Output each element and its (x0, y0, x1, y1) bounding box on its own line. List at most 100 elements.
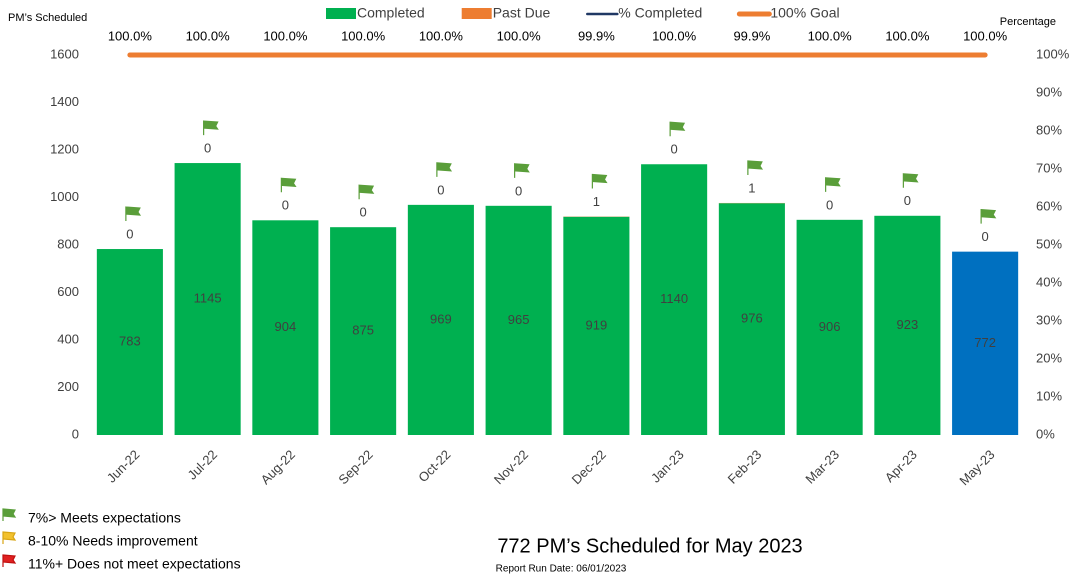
bar-value-label: 875 (352, 323, 374, 338)
flag (980, 209, 997, 224)
y-tick-label: 600 (57, 284, 79, 299)
y2-axis-label: Percentage (1000, 16, 1056, 28)
past-due-label: 0 (437, 182, 444, 197)
x-tick-label: Mar-23 (802, 447, 842, 487)
y-tick-label: 1400 (50, 94, 79, 109)
bar-value-label: 923 (897, 317, 919, 332)
y-tick-label: 800 (57, 236, 79, 251)
flag (514, 163, 530, 178)
y-axis-label: PM’s Scheduled (8, 12, 87, 24)
bar-value-label: 906 (819, 319, 841, 334)
y-tick-label: 0 (72, 426, 79, 441)
legend-label: 100% Goal (770, 5, 839, 21)
summary: 772 PM’s Scheduled for May 2023 (497, 535, 802, 557)
bar (485, 205, 552, 435)
y2-tick-label: 50% (1036, 236, 1062, 251)
flag (591, 173, 608, 189)
y-tick-label: 200 (57, 379, 79, 394)
past-due-label: 0 (982, 229, 989, 244)
x-tick-label: Aug-22 (258, 447, 298, 487)
y2-tick-label: 60% (1036, 198, 1062, 213)
x-tick-label: Nov-22 (491, 447, 531, 487)
percent-label: 100.0% (963, 28, 1008, 43)
bar-value-label: 1145 (194, 290, 222, 305)
percent-label: 100.0% (419, 28, 464, 43)
y2-tick-label: 100% (1036, 46, 1070, 61)
percent-label: 99.9% (733, 28, 770, 43)
flag (436, 162, 453, 177)
x-tick-label: May-23 (956, 447, 997, 488)
flag-icon (2, 531, 17, 544)
legend-swatch (461, 8, 492, 19)
percent-label: 100.0% (808, 28, 853, 43)
past-due-label: 0 (126, 226, 133, 241)
x-tick-label: Sep-22 (335, 447, 375, 487)
bar (718, 203, 785, 435)
y-tick-label: 1000 (50, 189, 79, 204)
y2-tick-label: 10% (1036, 388, 1062, 403)
bar-value-label: 919 (586, 317, 608, 332)
flag-legend-text: 7%> Meets expectations (28, 510, 181, 526)
bar-value-label: 976 (741, 311, 763, 326)
bar-value-label: 1140 (660, 291, 688, 306)
percent-label: 100.0% (497, 28, 542, 43)
bar-value-label: 965 (508, 312, 530, 327)
legend-label: % Completed (618, 5, 702, 21)
percent-label: 100.0% (263, 28, 308, 43)
bar (407, 204, 474, 435)
past-due-label: 0 (282, 198, 289, 213)
y2-tick-label: 90% (1036, 84, 1062, 99)
bar-value-label: 969 (430, 311, 452, 326)
percent-label: 100.0% (341, 28, 386, 43)
flag (280, 177, 297, 193)
flag (825, 177, 841, 192)
percent-label: 99.9% (578, 28, 615, 43)
percent-label: 100.0% (885, 28, 930, 43)
x-tick-label: Jan-23 (648, 447, 687, 486)
flag-icon (2, 554, 17, 567)
bar (96, 249, 163, 435)
run-date: Report Run Date: 06/01/2023 (496, 564, 627, 575)
y2-tick-label: 30% (1036, 312, 1062, 327)
x-tick-label: Feb-23 (725, 447, 765, 487)
flag-legend-text: 8-10% Needs improvement (28, 533, 198, 549)
flag (358, 184, 375, 200)
bar (874, 215, 941, 435)
bar (641, 164, 708, 435)
past-due-label: 0 (515, 183, 522, 198)
bar (330, 227, 397, 435)
flag (902, 173, 919, 188)
past-due-label: 0 (826, 197, 833, 212)
percent-label: 100.0% (186, 28, 231, 43)
flag (203, 120, 219, 136)
bar-value-label: 783 (119, 333, 141, 348)
y-tick-label: 1200 (50, 141, 79, 156)
y2-tick-label: 0% (1036, 426, 1055, 441)
bar (174, 163, 241, 435)
y2-tick-label: 80% (1036, 122, 1062, 137)
flag-legend: 7%> Meets expectations 8-10% Needs impro… (2, 508, 241, 572)
flag (747, 160, 764, 175)
bar (796, 219, 863, 435)
flag-legend-text: 11%+ Does not meet expectations (28, 556, 241, 572)
y-tick-label: 1600 (50, 46, 79, 61)
bar (563, 216, 630, 435)
bar (952, 251, 1019, 435)
past-due-label: 0 (904, 193, 911, 208)
legend-swatch (326, 8, 356, 19)
bar-value-label: 772 (974, 335, 996, 350)
bar-value-label: 904 (275, 319, 297, 334)
past-due-label: 1 (593, 194, 600, 209)
x-tick-label: Dec-22 (569, 447, 609, 487)
y2-tick-label: 70% (1036, 160, 1062, 175)
legend-label: Completed (357, 5, 425, 21)
x-tick-label: Jul-22 (185, 447, 221, 483)
y-tick-label: 400 (57, 331, 79, 346)
percent-label: 100.0% (652, 28, 697, 43)
x-tick-label: Oct-22 (415, 447, 453, 485)
y2-tick-label: 40% (1036, 274, 1062, 289)
past-due-label: 0 (671, 142, 678, 157)
y2-tick-label: 20% (1036, 350, 1062, 365)
percent-label: 100.0% (108, 28, 153, 43)
